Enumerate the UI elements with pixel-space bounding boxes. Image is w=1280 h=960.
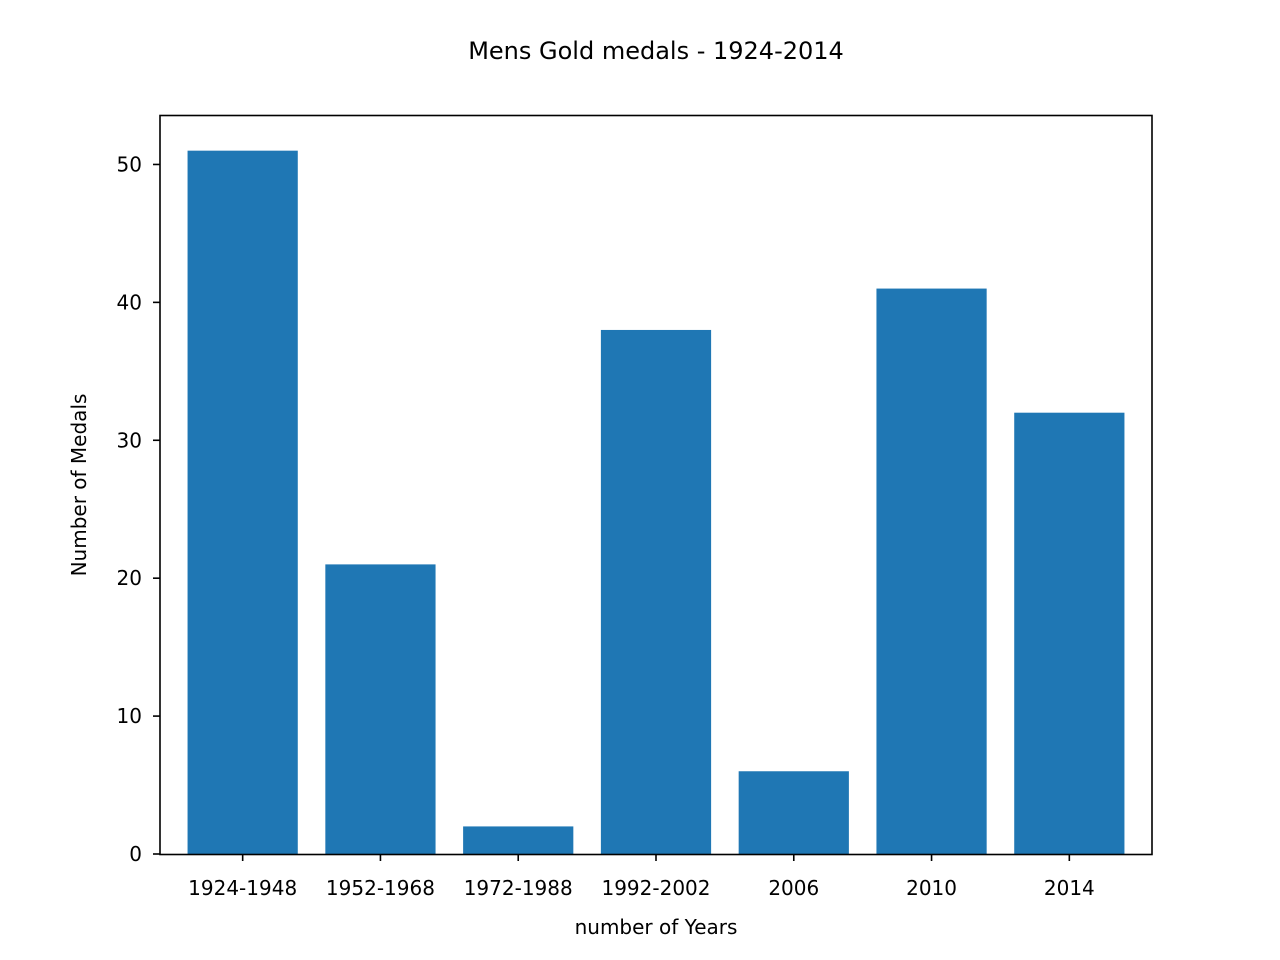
bar-1924-1948 xyxy=(187,150,298,854)
bar-2006 xyxy=(738,771,849,854)
y-tick-label: 0 xyxy=(129,842,142,866)
x-tick-label: 1992-2002 xyxy=(601,876,710,900)
bar-2010 xyxy=(876,288,987,854)
y-axis: 0 10 20 30 40 50 xyxy=(117,152,160,866)
y-axis-label: Number of Medals xyxy=(67,394,91,577)
x-tick-label: 1952-1968 xyxy=(326,876,435,900)
y-tick-label: 50 xyxy=(117,152,142,176)
x-tick-label: 2006 xyxy=(768,876,819,900)
chart-title: Mens Gold medals - 1924-2014 xyxy=(468,37,844,65)
y-tick-label: 20 xyxy=(117,566,142,590)
x-axis-label: number of Years xyxy=(575,915,738,939)
bar-1992-2002 xyxy=(600,329,712,854)
x-axis: 1924-1948 1952-1968 1972-1988 1992-2002 2006… xyxy=(188,854,1095,900)
plot-area-frame xyxy=(159,114,1153,856)
x-tick-label: 2010 xyxy=(906,876,957,900)
bars-group xyxy=(187,150,1125,854)
x-tick-label: 2014 xyxy=(1044,876,1095,900)
x-tick-label: 1924-1948 xyxy=(188,876,297,900)
bar-1952-1968 xyxy=(325,564,436,854)
x-tick-label: 1972-1988 xyxy=(464,876,573,900)
y-tick-label: 10 xyxy=(117,704,142,728)
bar-2014 xyxy=(1014,412,1125,854)
y-tick-label: 30 xyxy=(117,428,142,452)
bar-1972-1988 xyxy=(463,826,574,854)
y-tick-label: 40 xyxy=(117,290,142,314)
